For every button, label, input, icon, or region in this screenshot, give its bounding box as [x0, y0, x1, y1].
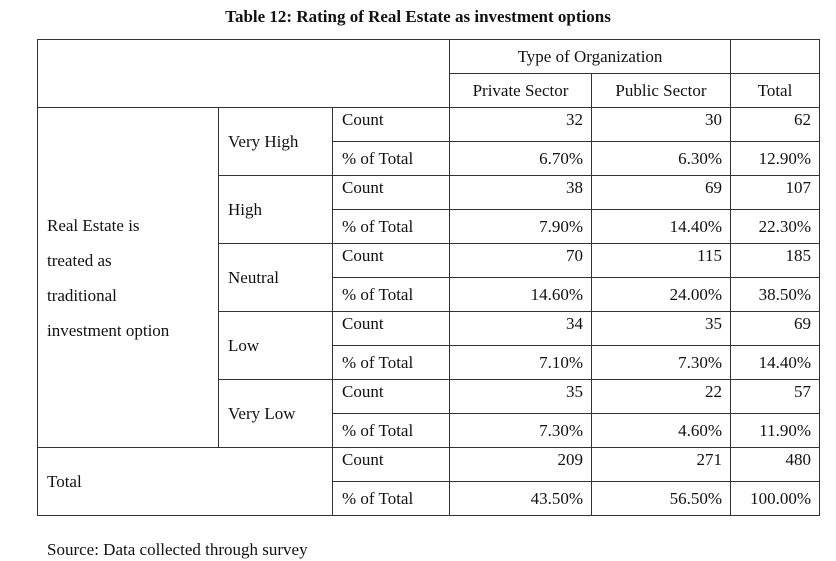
table-cell: 22 — [591, 379, 731, 414]
table-cell: 43.50% — [449, 481, 592, 516]
rating-label: Low — [218, 311, 333, 380]
table-cell: 30 — [591, 107, 731, 142]
table-cell: 6.30% — [591, 141, 731, 176]
measure-label: % of Total — [332, 481, 450, 516]
table-cell: 115 — [591, 243, 731, 278]
table-cell: 7.30% — [591, 345, 731, 380]
table-row: % of Total 7.30% 4.60% 11.90% — [38, 413, 820, 448]
table-row: Real Estate is treated as traditional in… — [37, 107, 820, 448]
measure-label: % of Total — [332, 141, 450, 176]
rating-table: Type of Organization Private Sector Publ… — [37, 39, 820, 516]
table-cell: 32 — [449, 107, 592, 142]
table-cell: 4.60% — [591, 413, 731, 448]
measure-label: % of Total — [332, 345, 450, 380]
measure-label: Count — [332, 107, 450, 142]
row-group-text: Real Estate is treated as traditional in… — [47, 215, 170, 340]
table-title: Table 12: Rating of Real Estate as inves… — [225, 7, 611, 26]
table-cell: 38.50% — [730, 277, 820, 312]
table-cell: 271 — [591, 447, 731, 482]
total-row: % of Total 43.50% 56.50% 100.00% — [38, 481, 820, 516]
table-cell: 34 — [449, 311, 592, 346]
table-cell: 69 — [591, 175, 731, 210]
table-cell: 24.00% — [591, 277, 731, 312]
measure-label: % of Total — [332, 209, 450, 244]
header-row-1: Type of Organization — [37, 39, 820, 108]
measure-label: % of Total — [332, 413, 450, 448]
table-cell: 14.60% — [449, 277, 592, 312]
table-row: High Count 38 69 107 — [38, 175, 820, 244]
table-cell: 480 — [730, 447, 820, 482]
table-row: Neutral Count 70 115 185 — [38, 243, 820, 312]
table-cell: 107 — [730, 175, 820, 210]
measure-label: Count — [332, 243, 450, 278]
rating-label: High — [218, 175, 333, 244]
col-private-sector: Private Sector — [449, 73, 592, 108]
source-note: Source: Data collected through survey — [47, 540, 308, 559]
measure-label: Count — [332, 379, 450, 414]
table-cell: 35 — [591, 311, 731, 346]
table-cell: 70 — [449, 243, 592, 278]
table-cell: 14.40% — [730, 345, 820, 380]
blank-header-cell — [730, 39, 820, 74]
measure-label: Count — [332, 311, 450, 346]
table-cell: 69 — [730, 311, 820, 346]
total-label: Total — [37, 447, 333, 516]
table-cell: 22.30% — [730, 209, 820, 244]
table-cell: 14.40% — [591, 209, 731, 244]
total-row: Total Count 209 271 480 — [37, 447, 820, 516]
type-of-organization-header: Type of Organization — [449, 39, 731, 74]
table-cell: 100.00% — [730, 481, 820, 516]
measure-label: % of Total — [332, 277, 450, 312]
table-row: % of Total 7.90% 14.40% 22.30% — [38, 209, 820, 244]
table-cell: 7.10% — [449, 345, 592, 380]
col-total: Total — [730, 73, 820, 108]
table-cell: 38 — [449, 175, 592, 210]
table-cell: 56.50% — [591, 481, 731, 516]
table-cell: 6.70% — [449, 141, 592, 176]
table-row: % of Total 6.70% 6.30% 12.90% — [38, 141, 820, 176]
measure-label: Count — [332, 175, 450, 210]
rating-label: Very Low — [218, 379, 333, 448]
rating-label: Very High — [218, 107, 333, 176]
table-cell: 185 — [730, 243, 820, 278]
rating-label: Neutral — [218, 243, 333, 312]
table-cell: 57 — [730, 379, 820, 414]
table-cell: 35 — [449, 379, 592, 414]
col-public-sector: Public Sector — [591, 73, 731, 108]
table-cell: 7.90% — [449, 209, 592, 244]
table-cell: 62 — [730, 107, 820, 142]
table-cell: 11.90% — [730, 413, 820, 448]
table-cell: 12.90% — [730, 141, 820, 176]
table-row: Low Count 34 35 69 — [38, 311, 820, 380]
row-group-label: Real Estate is treated as traditional in… — [37, 107, 219, 448]
measure-label: Count — [332, 447, 450, 482]
table-cell: 209 — [449, 447, 592, 482]
table-row: % of Total 7.10% 7.30% 14.40% — [38, 345, 820, 380]
corner-cell — [37, 39, 450, 108]
table-row: % of Total 14.60% 24.00% 38.50% — [38, 277, 820, 312]
header-row-2: Private Sector Public Sector Total — [38, 73, 820, 108]
table-cell: 7.30% — [449, 413, 592, 448]
